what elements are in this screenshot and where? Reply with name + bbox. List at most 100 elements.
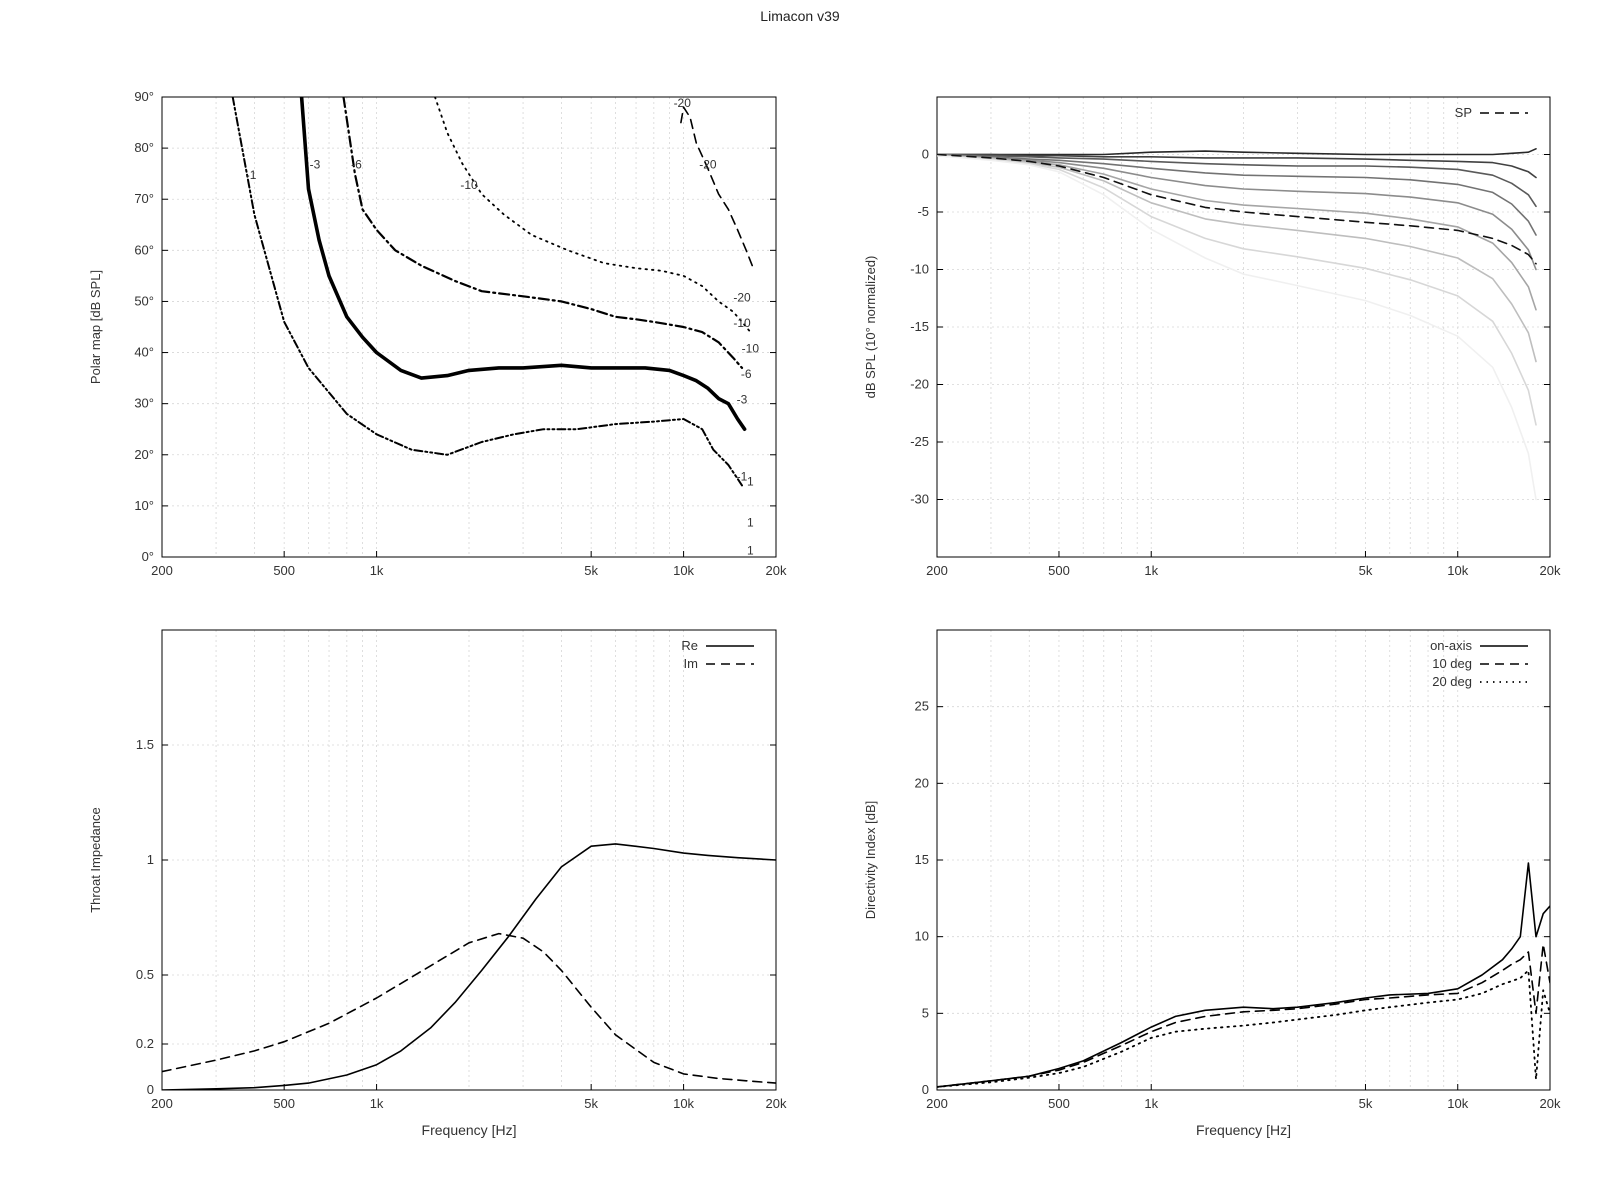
y-tick-label: 50° bbox=[134, 293, 154, 308]
y-tick-label: 20 bbox=[915, 775, 929, 790]
contour-label: -20 bbox=[674, 96, 692, 110]
x-tick-label: 10k bbox=[1447, 1096, 1468, 1111]
x-tick-label: 10k bbox=[673, 563, 694, 578]
contour-label: -20 bbox=[699, 158, 717, 172]
x-tick-label: 500 bbox=[1048, 563, 1070, 578]
y-tick-label: 90° bbox=[134, 89, 154, 104]
x-tick-label: 20k bbox=[766, 563, 787, 578]
series-line-re bbox=[162, 843, 776, 1090]
y-tick-label: -20 bbox=[910, 377, 929, 392]
y-tick-label: 25 bbox=[915, 699, 929, 714]
y-tick-label: 30° bbox=[134, 396, 154, 411]
x-tick-label: 1k bbox=[370, 563, 384, 578]
y-tick-label: 20° bbox=[134, 447, 154, 462]
x-tick-label: 20k bbox=[1540, 563, 1561, 578]
x-tick-label: 5k bbox=[1359, 563, 1373, 578]
contour-label: -3 bbox=[737, 393, 748, 407]
y-tick-label: 70° bbox=[134, 191, 154, 206]
contour-label: -10 bbox=[460, 178, 478, 192]
series-line-angle-80 bbox=[937, 154, 1537, 426]
contour-label: 1 bbox=[747, 474, 754, 488]
y-tick-label: 60° bbox=[134, 242, 154, 257]
series-line-angle-90 bbox=[937, 154, 1537, 501]
directivity-index-panel: 0 5 10 15 20 25 200 500 1k 5k 10k 20k Directivity In… bbox=[863, 629, 1561, 1138]
normalized-spl-panel: 0 -5 -10 -15 -20 -25 -30 200 500 1k 5k 10k 20k dB SPL… bbox=[863, 96, 1561, 578]
y-tick-label: -30 bbox=[910, 492, 929, 507]
x-tick-label: 5k bbox=[584, 1096, 598, 1111]
y-tick-label: 15 bbox=[915, 852, 929, 867]
x-tick-label: 200 bbox=[926, 1096, 948, 1111]
y-tick-label: 10 bbox=[915, 929, 929, 944]
series-line-sp bbox=[937, 153, 1537, 265]
series-line--1 bbox=[231, 97, 743, 487]
series-line--3 bbox=[299, 97, 747, 431]
y-tick-label: -5 bbox=[917, 204, 929, 219]
legend-label: on-axis bbox=[1430, 638, 1472, 653]
y-tick-label: 0.2 bbox=[136, 1036, 154, 1051]
contour-label: -6 bbox=[741, 367, 752, 381]
y-tick-label: -25 bbox=[910, 434, 929, 449]
throat-impedance-panel: 0 0.2 0.5 1 1.5 200 500 1k 5k 10k 20k Throat Impeda… bbox=[88, 629, 787, 1138]
y-tick-label: 5 bbox=[922, 1005, 929, 1020]
series-line-angle-60 bbox=[937, 154, 1537, 311]
series-line-20-deg bbox=[937, 969, 1550, 1088]
series-line-angle-40 bbox=[937, 153, 1537, 236]
series-line--10 bbox=[434, 97, 752, 333]
x-tick-label: 5k bbox=[1359, 1096, 1373, 1111]
y-tick-label: 0 bbox=[147, 1082, 154, 1097]
x-tick-label: 10k bbox=[673, 1096, 694, 1111]
contour-label: -1 bbox=[246, 168, 257, 182]
x-tick-label: 200 bbox=[151, 563, 173, 578]
x-tick-label: 20k bbox=[766, 1096, 787, 1111]
series-line-angle-10 bbox=[937, 148, 1537, 156]
y-tick-label: 0 bbox=[922, 147, 929, 162]
y-tick-label: -10 bbox=[910, 262, 929, 277]
x-tick-label: 1k bbox=[1144, 1096, 1158, 1111]
series-line--20 bbox=[680, 106, 756, 272]
x-tick-label: 200 bbox=[926, 563, 948, 578]
contour-label: -3 bbox=[310, 158, 321, 172]
series-line-im bbox=[162, 932, 776, 1084]
legend-label: Re bbox=[681, 638, 698, 653]
contour-label: 1 bbox=[747, 543, 754, 557]
plot-frame bbox=[936, 629, 1551, 1091]
y-tick-label: 0 bbox=[922, 1082, 929, 1097]
x-tick-label: 1k bbox=[370, 1096, 384, 1111]
x-tick-label: 20k bbox=[1540, 1096, 1561, 1111]
contour-label: -20 bbox=[733, 290, 751, 304]
legend-label: Im bbox=[684, 656, 698, 671]
plot-frame bbox=[936, 96, 1551, 558]
x-tick-label: 5k bbox=[584, 563, 598, 578]
contour-label: 1 bbox=[747, 515, 754, 529]
x-tick-label: 500 bbox=[1048, 1096, 1070, 1111]
y-axis-label: Polar map [dB SPL] bbox=[88, 270, 103, 384]
y-tick-label: 1.5 bbox=[136, 737, 154, 752]
y-tick-label: 0.5 bbox=[136, 967, 154, 982]
x-tick-label: 10k bbox=[1447, 563, 1468, 578]
y-axis-label: Throat Impedance bbox=[88, 807, 103, 913]
series-line-angle-30 bbox=[937, 153, 1537, 208]
series-line--6 bbox=[342, 97, 744, 369]
x-tick-label: 500 bbox=[273, 563, 295, 578]
series-line-angle-20 bbox=[937, 153, 1537, 179]
y-tick-label: 1 bbox=[147, 852, 154, 867]
x-tick-label: 200 bbox=[151, 1096, 173, 1111]
x-tick-label: 1k bbox=[1144, 563, 1158, 578]
series-line-angle-50 bbox=[937, 153, 1537, 271]
contour-label: -10 bbox=[733, 316, 751, 330]
polar-map-panel: 0° 10° 20° 30° 40° 50° 60° 70° 80° 90° 200 500 1k 5k 1… bbox=[88, 89, 787, 578]
x-tick-label: 500 bbox=[273, 1096, 295, 1111]
contour-label: -6 bbox=[351, 158, 362, 172]
x-axis-label: Frequency [Hz] bbox=[1196, 1122, 1291, 1138]
y-tick-label: 80° bbox=[134, 140, 154, 155]
series-line-on-axis bbox=[937, 862, 1550, 1088]
y-axis-label: Directivity Index [dB] bbox=[863, 801, 878, 920]
series-line-angle-70 bbox=[937, 154, 1537, 363]
contour-label: -10 bbox=[742, 342, 760, 356]
y-tick-label: 0° bbox=[142, 549, 154, 564]
legend-label: 20 deg bbox=[1432, 674, 1472, 689]
y-tick-label: 10° bbox=[134, 498, 154, 513]
legend-label: 10 deg bbox=[1432, 656, 1472, 671]
x-axis-label: Frequency [Hz] bbox=[422, 1122, 517, 1138]
